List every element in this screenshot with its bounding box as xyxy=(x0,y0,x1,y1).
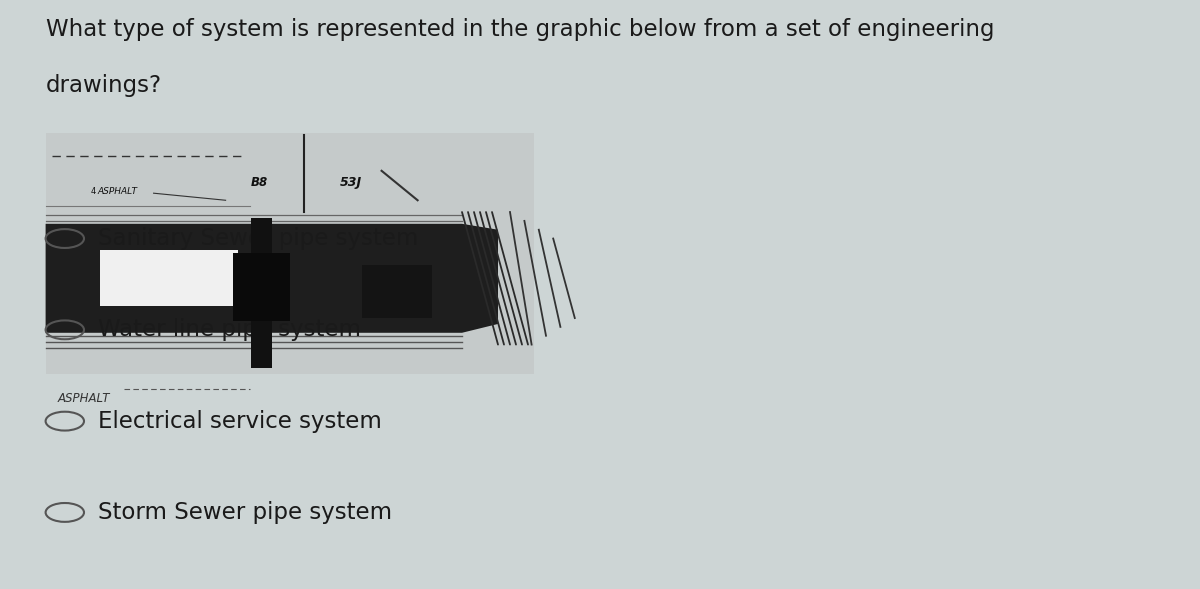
Text: What type of system is represented in the graphic below from a set of engineerin: What type of system is represented in th… xyxy=(46,18,994,41)
Bar xyxy=(233,253,290,321)
Text: Sanitary Sewer pipe system: Sanitary Sewer pipe system xyxy=(98,227,419,250)
Polygon shape xyxy=(46,224,498,333)
Text: ASPHALT: ASPHALT xyxy=(58,392,110,405)
Text: Storm Sewer pipe system: Storm Sewer pipe system xyxy=(98,501,392,524)
Bar xyxy=(362,265,432,318)
Text: drawings?: drawings? xyxy=(46,74,162,97)
Text: ASPHALT: ASPHALT xyxy=(97,187,137,196)
Text: 4: 4 xyxy=(91,187,96,196)
Text: Electrical service system: Electrical service system xyxy=(98,409,383,433)
Text: B8: B8 xyxy=(251,176,268,189)
Bar xyxy=(100,250,238,306)
Bar xyxy=(251,218,272,368)
Text: 53J: 53J xyxy=(340,176,361,189)
Text: Water line pipe system: Water line pipe system xyxy=(98,318,361,342)
